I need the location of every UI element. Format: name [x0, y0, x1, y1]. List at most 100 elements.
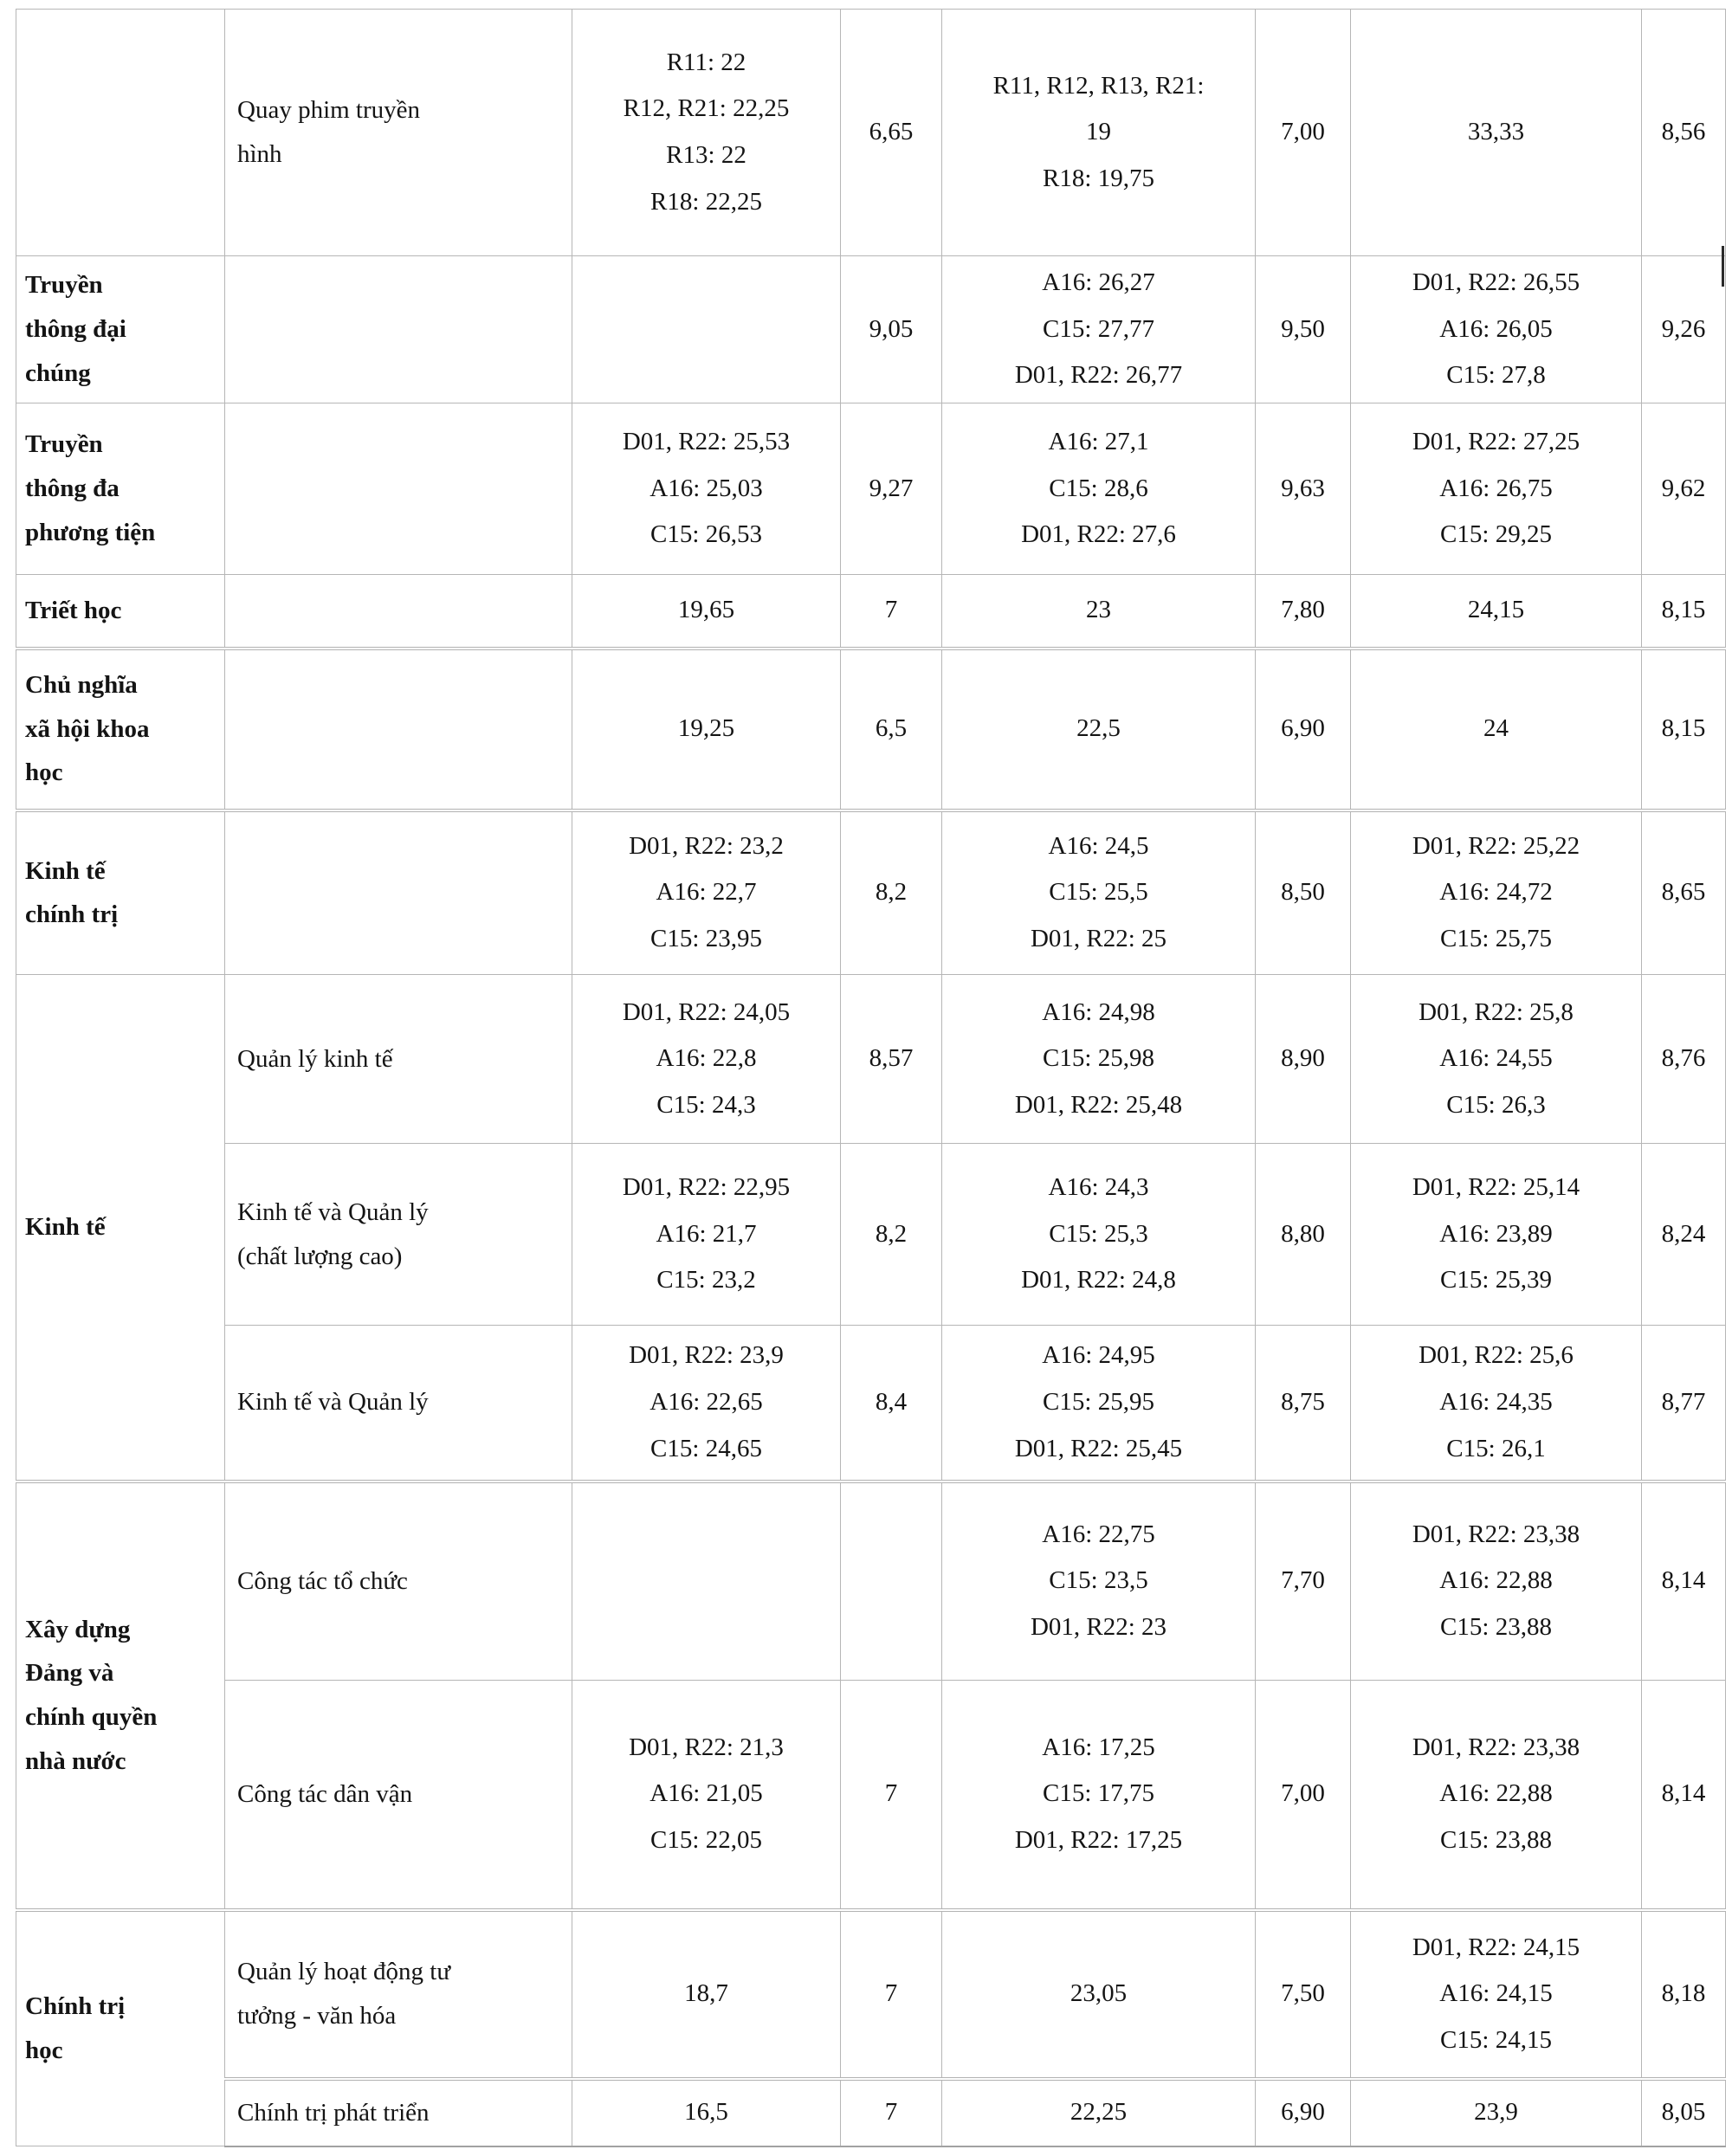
- value-cell: 9,50: [1255, 255, 1351, 403]
- score-cell: A16: 27,1 C15: 28,6 D01, R22: 27,6: [941, 403, 1256, 575]
- value-cell: 9,62: [1641, 403, 1726, 575]
- score-cell: D01, R22: 23,2 A16: 22,7 C15: 23,95: [572, 808, 841, 975]
- score-cell: D01, R22: 25,53 A16: 25,03 C15: 26,53: [572, 403, 841, 575]
- value-cell: 9,27: [840, 403, 942, 575]
- value-cell: 8,14: [1641, 1479, 1726, 1681]
- score-cell: 22,5: [941, 646, 1256, 810]
- score-cell: 24: [1350, 646, 1642, 810]
- value-cell: 8,76: [1641, 974, 1726, 1144]
- major-cell: [224, 646, 572, 810]
- group-cell: Truyền thông đại chúng: [16, 255, 225, 403]
- major-cell: Công tác dân vận: [224, 1680, 572, 1910]
- group-cell: Kinh tế chính trị: [16, 808, 225, 975]
- score-cell: D01, R22: 23,38 A16: 22,88 C15: 23,88: [1350, 1680, 1642, 1910]
- value-cell: 8,50: [1255, 808, 1351, 975]
- score-cell: D01, R22: 22,95 A16: 21,7 C15: 23,2: [572, 1143, 841, 1326]
- value-cell: 9,26: [1641, 255, 1726, 403]
- major-cell: Quay phim truyền hình: [224, 9, 572, 256]
- score-cell: 23,05: [941, 1907, 1256, 2079]
- score-cell: A16: 24,95 C15: 25,95 D01, R22: 25,45: [941, 1325, 1256, 1481]
- text-cursor: [1722, 246, 1724, 287]
- major-cell: Kinh tế và Quản lý (chất lượng cao): [224, 1143, 572, 1326]
- value-cell: 7: [840, 1907, 942, 2079]
- table-row: Kinh tế chính trị D01, R22: 23,2 A16: 22…: [16, 808, 1726, 975]
- value-cell: 8,65: [1641, 808, 1726, 975]
- value-cell: 8,4: [840, 1325, 942, 1481]
- value-cell: 8,2: [840, 808, 942, 975]
- score-cell: 24,15: [1350, 574, 1642, 649]
- score-cell: D01, R22: 25,6 A16: 24,35 C15: 26,1: [1350, 1325, 1642, 1481]
- score-cell: 23,9: [1350, 2076, 1642, 2147]
- score-cell: 19,65: [572, 574, 841, 649]
- score-cell: 23: [941, 574, 1256, 649]
- score-cell: D01, R22: 26,55 A16: 26,05 C15: 27,8: [1350, 255, 1642, 403]
- value-cell: 8,15: [1641, 574, 1726, 649]
- score-cell: D01, R22: 24,05 A16: 22,8 C15: 24,3: [572, 974, 841, 1144]
- score-cell: A16: 24,98 C15: 25,98 D01, R22: 25,48: [941, 974, 1256, 1144]
- value-cell: 8,2: [840, 1143, 942, 1326]
- group-cell: Kinh tế: [16, 974, 225, 1481]
- value-cell: 7,00: [1255, 9, 1351, 256]
- value-cell: 6,65: [840, 9, 942, 256]
- value-cell: 7,80: [1255, 574, 1351, 649]
- score-cell: R11: 22 R12, R21: 22,25 R13: 22 R18: 22,…: [572, 9, 841, 256]
- table-row: Truyền thông đa phương tiện D01, R22: 25…: [16, 403, 1726, 575]
- table-row: Kinh tế và Quản lý (chất lượng cao) D01,…: [16, 1143, 1726, 1326]
- value-cell: 7,00: [1255, 1680, 1351, 1910]
- value-cell: 6,5: [840, 646, 942, 810]
- group-cell: Chủ nghĩa xã hội khoa học: [16, 646, 225, 810]
- score-cell: D01, R22: 24,15 A16: 24,15 C15: 24,15: [1350, 1907, 1642, 2079]
- score-cell: R11, R12, R13, R21: 19 R18: 19,75: [941, 9, 1256, 256]
- score-cell: D01, R22: 25,14 A16: 23,89 C15: 25,39: [1350, 1143, 1642, 1326]
- value-cell: 7: [840, 2076, 942, 2147]
- score-cell: 19,25: [572, 646, 841, 810]
- table-row: Kinh tế và Quản lý D01, R22: 23,9 A16: 2…: [16, 1325, 1726, 1481]
- major-cell: [224, 574, 572, 649]
- table-row: Quay phim truyền hình R11: 22 R12, R21: …: [16, 9, 1726, 256]
- value-cell: 8,18: [1641, 1907, 1726, 2079]
- score-cell: 22,25: [941, 2076, 1256, 2147]
- value-cell: 8,75: [1255, 1325, 1351, 1481]
- score-cell: A16: 24,3 C15: 25,3 D01, R22: 24,8: [941, 1143, 1256, 1326]
- table-row: Triết học 19,65 7 23 7,80 24,15 8,15: [16, 574, 1726, 649]
- major-cell: [224, 808, 572, 975]
- value-cell: 6,90: [1255, 646, 1351, 810]
- major-cell: Kinh tế và Quản lý: [224, 1325, 572, 1481]
- score-cell: D01, R22: 27,25 A16: 26,75 C15: 29,25: [1350, 403, 1642, 575]
- value-cell: [840, 1479, 942, 1681]
- score-cell: D01, R22: 21,3 A16: 21,05 C15: 22,05: [572, 1680, 841, 1910]
- group-cell: Chính trị học: [16, 1907, 225, 2146]
- table-row: Kinh tế Quản lý kinh tế D01, R22: 24,05 …: [16, 974, 1726, 1481]
- value-cell: 7: [840, 1680, 942, 1910]
- score-cell: A16: 17,25 C15: 17,75 D01, R22: 17,25: [941, 1680, 1256, 1910]
- value-cell: 9,63: [1255, 403, 1351, 575]
- group-cell: Triết học: [16, 574, 225, 649]
- value-cell: 8,56: [1641, 9, 1726, 256]
- value-cell: 7: [840, 574, 942, 649]
- group-cell: Truyền thông đa phương tiện: [16, 403, 225, 575]
- score-cell: [572, 255, 841, 403]
- admission-scores-table: Quay phim truyền hình R11: 22 R12, R21: …: [16, 9, 1726, 2147]
- score-cell: A16: 24,5 C15: 25,5 D01, R22: 25: [941, 808, 1256, 975]
- value-cell: 8,14: [1641, 1680, 1726, 1910]
- value-cell: 8,57: [840, 974, 942, 1144]
- table-row: Công tác dân vận D01, R22: 21,3 A16: 21,…: [16, 1680, 1726, 1910]
- major-cell: Chính trị phát triển: [224, 2076, 572, 2147]
- major-cell: Quản lý kinh tế: [224, 974, 572, 1144]
- major-cell: Quản lý hoạt động tư tưởng - văn hóa: [224, 1907, 572, 2079]
- value-cell: 8,24: [1641, 1143, 1726, 1326]
- group-cell: Xây dựng Đảng và chính quyền nhà nước: [16, 1479, 225, 1910]
- score-cell: [572, 1479, 841, 1681]
- value-cell: 6,90: [1255, 2076, 1351, 2147]
- table-row: Chính trị học Quản lý hoạt động tư tưởng…: [16, 1907, 1726, 2146]
- score-cell: 33,33: [1350, 9, 1642, 256]
- table-row: Truyền thông đại chúng 9,05 A16: 26,27 C…: [16, 255, 1726, 403]
- table-row: Xây dựng Đảng và chính quyền nhà nước Cô…: [16, 1479, 1726, 1910]
- value-cell: 8,77: [1641, 1325, 1726, 1481]
- value-cell: 7,50: [1255, 1907, 1351, 2079]
- score-cell: D01, R22: 23,9 A16: 22,65 C15: 24,65: [572, 1325, 841, 1481]
- major-cell: [224, 403, 572, 575]
- table-row: Chính trị phát triển 16,5 7 22,25 6,90 2…: [16, 2076, 1726, 2147]
- score-cell: 16,5: [572, 2076, 841, 2147]
- score-cell: A16: 22,75 C15: 23,5 D01, R22: 23: [941, 1479, 1256, 1681]
